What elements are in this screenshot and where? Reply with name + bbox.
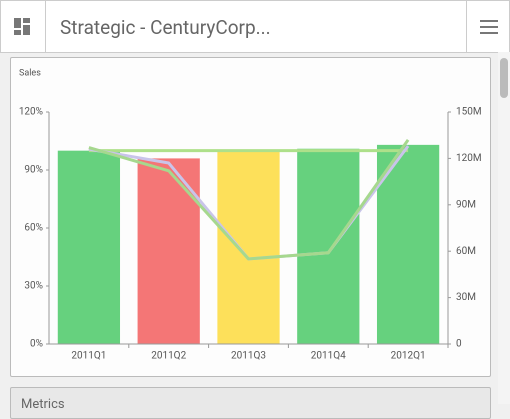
y-tick-label: 120% xyxy=(19,107,43,118)
y2-tick-label: 0 xyxy=(456,339,462,350)
bar xyxy=(376,144,440,344)
y-tick-label: 60% xyxy=(24,223,43,234)
x-tick-label: 2012Q1 xyxy=(391,351,426,362)
x-tick-label: 2011Q1 xyxy=(71,351,106,362)
scrollbar[interactable] xyxy=(498,52,510,404)
panel-title: Metrics xyxy=(21,397,65,412)
y-tick-label: 30% xyxy=(24,281,43,292)
x-tick-label: 2011Q4 xyxy=(311,351,346,362)
dashboard-icon[interactable] xyxy=(1,1,46,52)
bar xyxy=(137,158,200,344)
y2-tick-label: 150M xyxy=(456,107,482,118)
y2-tick-label: 60M xyxy=(456,246,476,257)
metrics-panel[interactable]: Metrics xyxy=(10,387,491,419)
bar xyxy=(297,148,360,344)
header-title: Strategic - CenturyCorp... xyxy=(60,16,271,39)
bar xyxy=(57,150,121,344)
x-tick-label: 2011Q2 xyxy=(151,351,186,362)
icon xyxy=(14,18,30,35)
y2-tick-label: 90M xyxy=(456,199,476,210)
y-tick-label: 90% xyxy=(24,165,43,176)
chart: Sales 0% 30% 60% 90% 120% 0 30M 60M 90M 120M 150M 2… xyxy=(19,68,482,362)
header: Strategic - CenturyCorp... xyxy=(0,0,510,53)
y2-tick-label: 120M xyxy=(456,153,482,164)
y2-tick-label: 30M xyxy=(456,292,476,303)
scroll-thumb[interactable] xyxy=(500,58,508,98)
chart-title: Sales xyxy=(19,68,41,78)
x-tick-label: 2011Q3 xyxy=(231,351,266,362)
menu-button[interactable] xyxy=(466,1,510,52)
icon xyxy=(480,20,498,34)
bar xyxy=(217,150,280,344)
y-tick-label: 0% xyxy=(30,339,43,350)
line-series xyxy=(88,138,410,261)
